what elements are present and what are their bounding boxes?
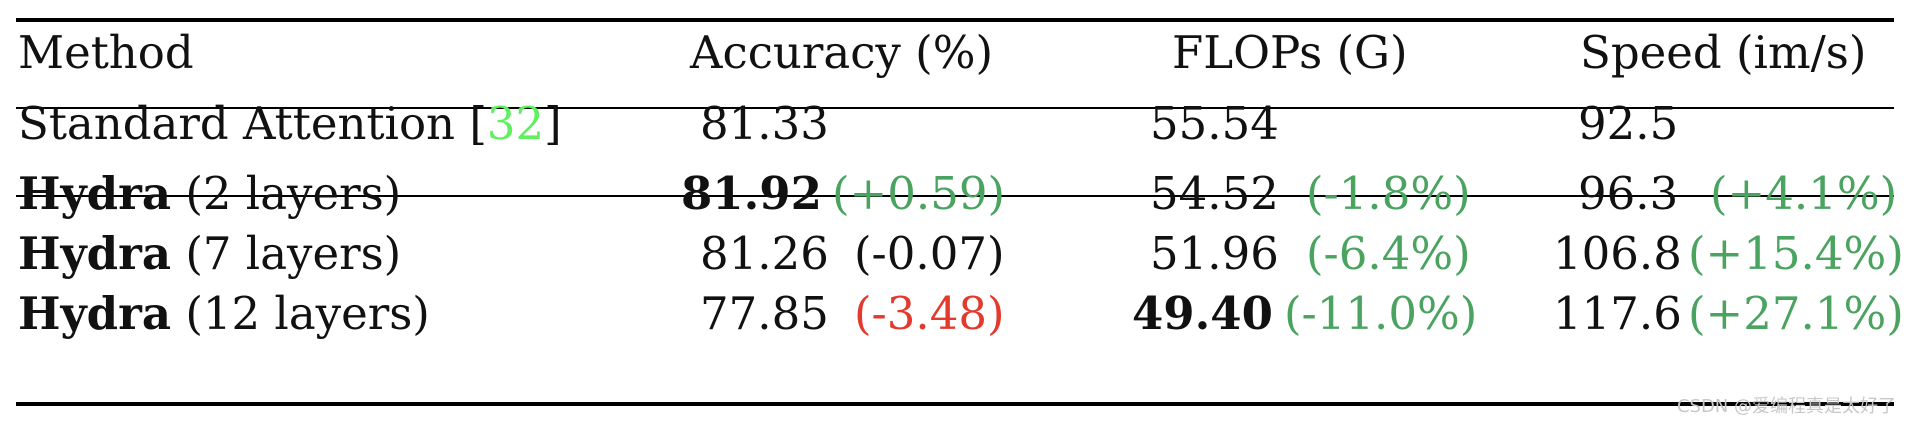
hydra-row-2-accuracy-delta: (-0.07)	[854, 227, 1005, 280]
method-name-bold: Hydra	[18, 167, 171, 220]
hydra-row-1-accuracy: 81.92	[681, 167, 822, 220]
baseline-accuracy: 81.33	[700, 97, 829, 150]
method-name-bold: Hydra	[18, 227, 171, 280]
hydra-row-1-flops: 54.52	[1150, 167, 1279, 220]
hydra-row-1-flops-delta: (-1.8%)	[1306, 167, 1471, 220]
citation-close: ]	[544, 97, 562, 150]
baseline-method-name: Standard Attention	[18, 97, 456, 150]
baseline-speed: 92.5	[1578, 97, 1679, 150]
hydra-row-3-flops-delta: (-11.0%)	[1284, 287, 1478, 340]
hydra-row-3-accuracy: 77.85	[700, 287, 829, 340]
hydra-row-3-speed-delta: (+27.1%)	[1688, 287, 1904, 340]
hydra-row-2-flops-delta: (-6.4%)	[1306, 227, 1471, 280]
hydra-row-2-accuracy: 81.26	[700, 227, 829, 280]
baseline-method: Standard Attention [32]	[18, 98, 562, 150]
bottom-rule	[16, 402, 1894, 406]
hydra-row-1-speed-delta: (+4.1%)	[1710, 167, 1898, 220]
hydra-row-1-accuracy-delta: (+0.59)	[832, 167, 1006, 220]
method-layers: (7 layers)	[185, 227, 402, 280]
method-layers: (2 layers)	[185, 167, 402, 220]
hydra-row-2-speed: 106.8	[1553, 227, 1682, 280]
top-rule	[16, 18, 1894, 22]
citation-link[interactable]: 32	[486, 97, 545, 150]
hydra-row-3-accuracy-delta: (-3.48)	[854, 287, 1005, 340]
header-accuracy: Accuracy (%)	[690, 26, 994, 79]
hydra-row-3-speed: 117.6	[1553, 287, 1682, 340]
baseline-flops: 55.54	[1150, 97, 1279, 150]
method-layers: (12 layers)	[185, 287, 430, 340]
watermark: CSDN @爱编程真是太好了	[1676, 396, 1896, 417]
method-name-bold: Hydra	[18, 287, 171, 340]
header-rule	[16, 107, 1894, 109]
citation-open: [	[469, 97, 487, 150]
hydra-row-2-method: Hydra (7 layers)	[18, 228, 401, 280]
hydra-row-2-speed-delta: (+15.4%)	[1688, 227, 1904, 280]
header-speed: Speed (im/s)	[1580, 26, 1867, 79]
header-method: Method	[18, 26, 194, 79]
hydra-row-3-method: Hydra (12 layers)	[18, 288, 430, 340]
header-flops: FLOPs (G)	[1172, 26, 1408, 79]
hydra-row-2-flops: 51.96	[1150, 227, 1279, 280]
hydra-row-3-flops: 49.40	[1132, 287, 1273, 340]
baseline-rule	[16, 195, 1894, 197]
hydra-row-1-speed: 96.3	[1578, 167, 1679, 220]
hydra-row-1-method: Hydra (2 layers)	[18, 168, 401, 220]
